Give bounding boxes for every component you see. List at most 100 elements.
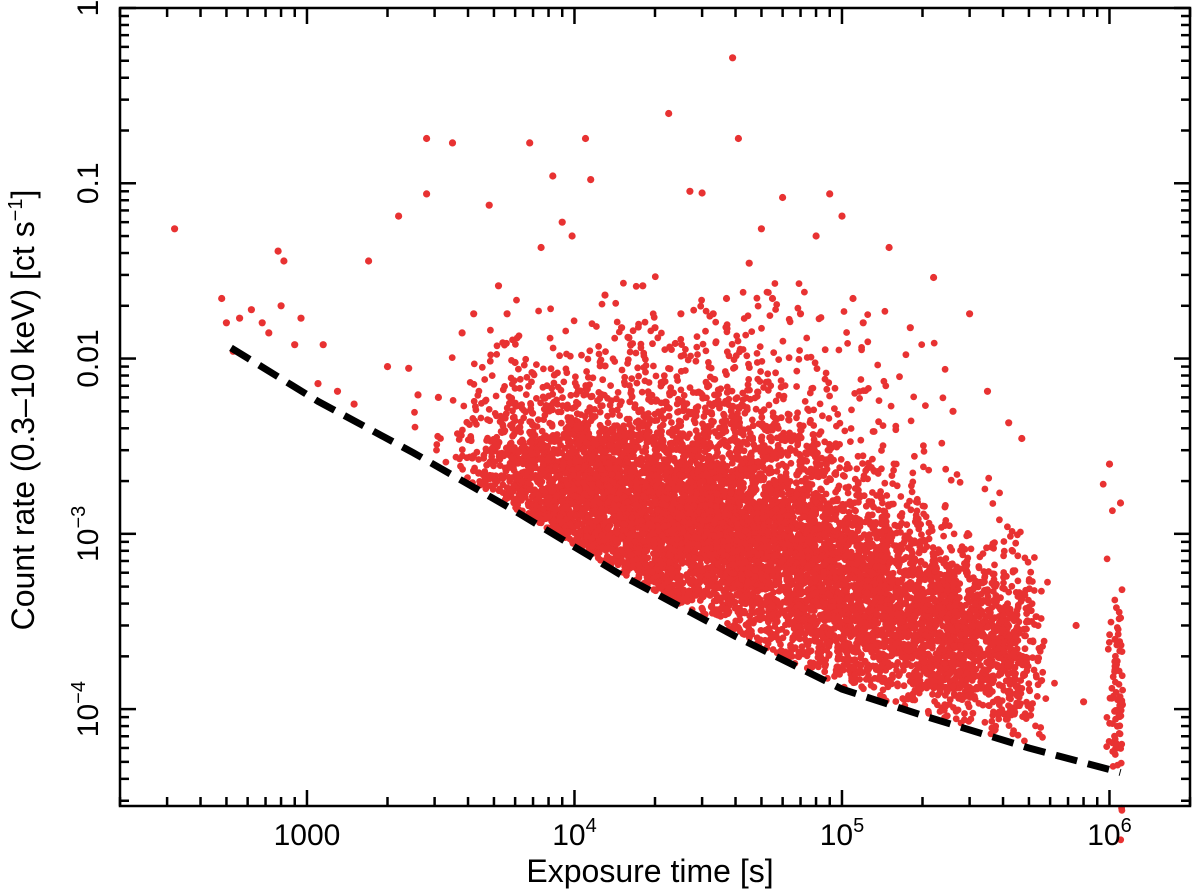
cloud-point — [493, 342, 501, 350]
cloud-point — [657, 585, 665, 592]
cloud-point — [853, 465, 861, 473]
cloud-point — [754, 458, 762, 465]
cloud-point — [625, 487, 633, 495]
cloud-point — [644, 514, 651, 522]
cloud-point — [832, 469, 840, 476]
cloud-point — [584, 355, 592, 363]
cloud-point — [600, 514, 608, 522]
cloud-point — [721, 611, 729, 619]
cloud-point — [666, 544, 673, 552]
cloud-point — [671, 492, 678, 499]
cloud-point — [667, 565, 675, 573]
cloud-point — [688, 577, 695, 585]
cloud-point — [677, 386, 685, 394]
cloud-point — [411, 408, 418, 416]
cloud-point — [777, 641, 784, 648]
cloud-point — [641, 547, 649, 555]
cloud-point — [614, 551, 621, 559]
cloud-point — [691, 548, 699, 555]
cloud-point — [596, 408, 604, 416]
cloud-point — [639, 530, 647, 537]
cloud-point — [654, 506, 662, 514]
cloud-point — [704, 539, 712, 546]
cloud-point — [652, 587, 659, 595]
cloud-point — [651, 551, 658, 558]
cloud-point — [731, 604, 739, 612]
cloud-point — [683, 559, 691, 566]
cloud-point — [770, 526, 778, 534]
cloud-point — [723, 586, 731, 593]
cloud-point — [660, 573, 668, 581]
cloud-point — [651, 497, 659, 505]
cloud-point — [756, 498, 763, 505]
cloud-point — [623, 571, 630, 579]
cloud-point — [708, 564, 716, 571]
cloud-point — [588, 489, 595, 497]
cloud-point — [719, 454, 726, 462]
cloud-point — [622, 468, 630, 475]
cloud-point — [869, 455, 876, 463]
cloud-point — [686, 540, 693, 548]
cloud-point — [745, 624, 753, 632]
cloud-point — [766, 484, 773, 492]
cloud-point — [683, 571, 691, 578]
cloud-point — [624, 498, 631, 506]
cloud-point — [706, 550, 714, 558]
cloud-point — [694, 540, 702, 548]
cloud-point — [648, 568, 656, 576]
cloud-point — [821, 668, 829, 676]
cloud-point — [841, 427, 849, 435]
cloud-point — [735, 499, 743, 506]
cloud-point — [773, 468, 781, 475]
cloud-point — [655, 489, 662, 496]
cloud-point — [827, 476, 834, 484]
cloud-point — [795, 521, 803, 529]
cloud-point — [522, 391, 530, 398]
cloud-point — [703, 528, 711, 536]
cloud-point — [685, 587, 693, 595]
cloud-point — [745, 550, 753, 558]
cloud-point — [698, 604, 706, 612]
cloud-point — [648, 577, 655, 585]
cloud-point — [657, 542, 665, 550]
cloud-point — [901, 555, 908, 563]
cloud-point — [604, 419, 612, 427]
cloud-point — [753, 350, 761, 357]
cloud-point — [616, 412, 623, 419]
cloud-point — [645, 420, 653, 427]
cloud-point — [771, 495, 779, 503]
cloud-point — [759, 504, 767, 511]
cloud-point — [718, 564, 726, 571]
cloud-point — [855, 498, 862, 506]
cloud-point — [626, 398, 634, 406]
cloud-point — [604, 525, 612, 532]
cloud-point — [800, 513, 808, 521]
cloud-point — [713, 490, 721, 498]
cloud-point — [724, 620, 731, 627]
cloud-point — [604, 544, 612, 552]
cloud-point — [660, 372, 668, 379]
cloud-point — [851, 506, 858, 514]
cloud-point — [742, 527, 750, 535]
cloud-point — [598, 544, 606, 552]
cloud-point — [718, 594, 725, 601]
cloud-point — [627, 551, 635, 559]
data-points — [171, 54, 1126, 844]
cloud-point — [635, 561, 642, 569]
cloud-point — [646, 487, 654, 495]
cloud-point — [625, 504, 633, 512]
cloud-point — [673, 581, 681, 589]
cloud-point — [907, 417, 915, 425]
cloud-point — [719, 547, 726, 555]
cloud-point — [613, 529, 621, 536]
cloud-point — [640, 537, 648, 545]
cloud-point — [639, 492, 647, 500]
cloud-point — [644, 554, 652, 562]
cloud-point — [675, 594, 682, 602]
cloud-point — [758, 434, 765, 442]
cloud-point — [675, 483, 683, 491]
cloud-point — [663, 495, 671, 502]
cloud-point — [839, 666, 847, 674]
cloud-point — [629, 557, 637, 565]
